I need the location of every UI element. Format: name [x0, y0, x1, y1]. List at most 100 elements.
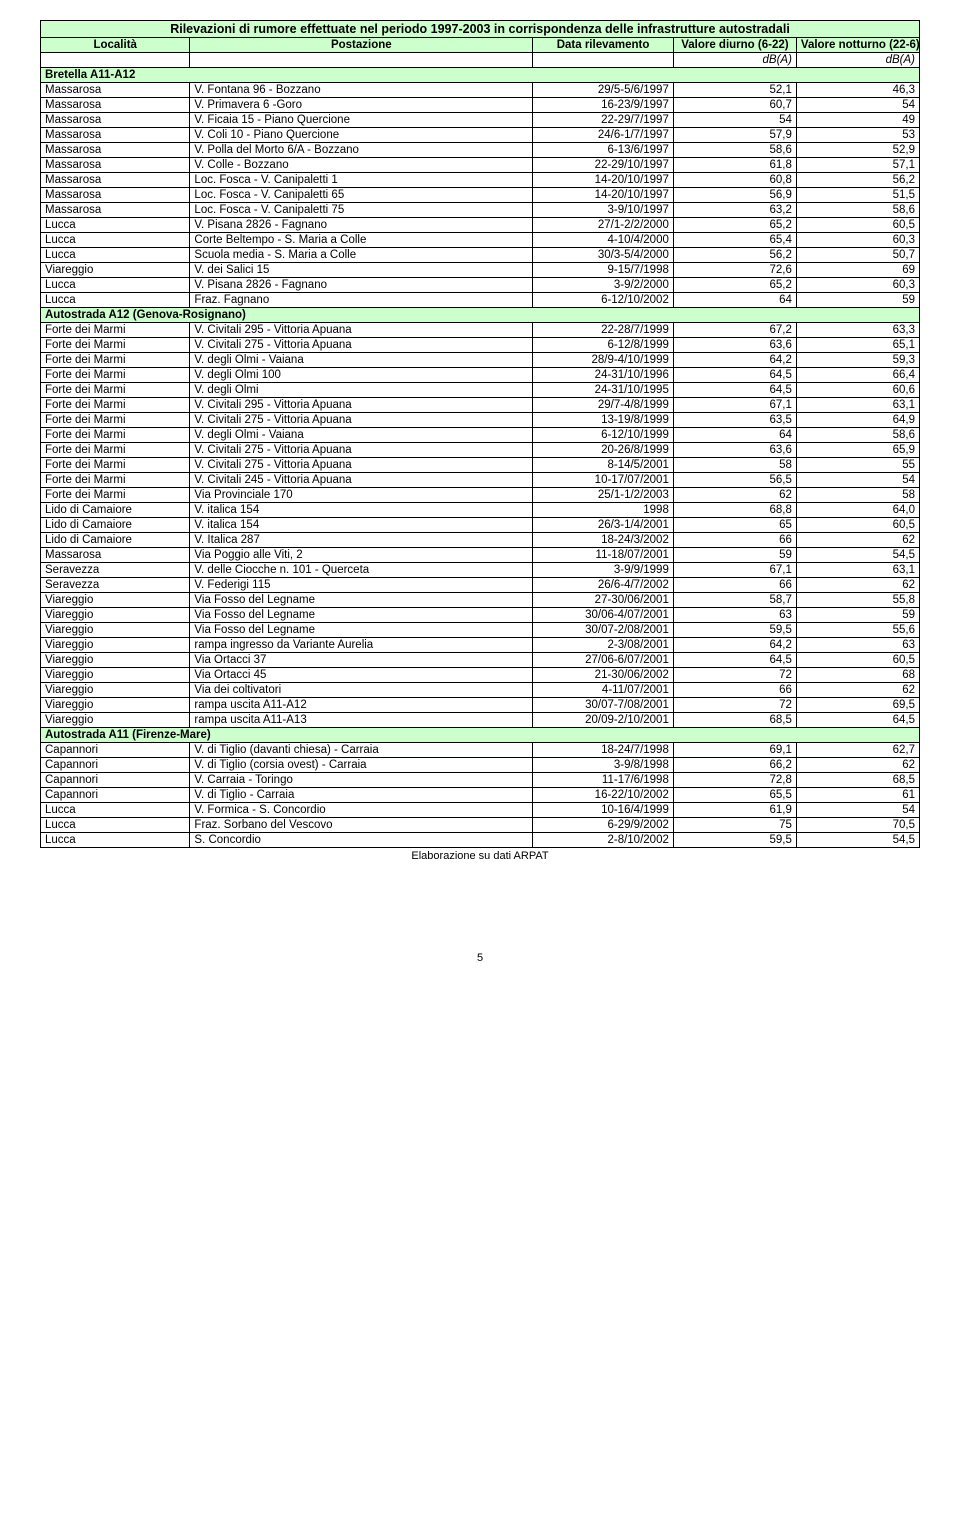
table-cell: 6-29/9/2002 — [533, 818, 674, 833]
table-cell: 63 — [796, 638, 919, 653]
table-cell: Viareggio — [41, 683, 190, 698]
table-header-row: Località Postazione Data rilevamento Val… — [41, 38, 920, 53]
table-row: Forte dei MarmiV. degli Olmi - Vaiana6-1… — [41, 428, 920, 443]
table-cell: 67,1 — [673, 563, 796, 578]
table-cell: 6-12/8/1999 — [533, 338, 674, 353]
table-cell: Massarosa — [41, 113, 190, 128]
table-title: Rilevazioni di rumore effettuate nel per… — [41, 21, 920, 38]
table-cell: 2-8/10/2002 — [533, 833, 674, 848]
table-cell: Capannori — [41, 743, 190, 758]
table-cell: 63 — [673, 608, 796, 623]
table-cell: 22-28/7/1999 — [533, 323, 674, 338]
table-cell: 49 — [796, 113, 919, 128]
table-cell: 58,7 — [673, 593, 796, 608]
table-row: ViareggioVia Fosso del Legname27-30/06/2… — [41, 593, 920, 608]
table-cell: Forte dei Marmi — [41, 353, 190, 368]
table-cell: 69,1 — [673, 743, 796, 758]
table-cell: 4-11/07/2001 — [533, 683, 674, 698]
table-row: MassarosaLoc. Fosca - V. Canipaletti 651… — [41, 188, 920, 203]
table-cell: 65,2 — [673, 218, 796, 233]
table-cell: Via Ortacci 37 — [190, 653, 533, 668]
table-cell: 58,6 — [796, 203, 919, 218]
table-row: Forte dei MarmiV. Civitali 295 - Vittori… — [41, 398, 920, 413]
table-cell: 6-13/6/1997 — [533, 143, 674, 158]
table-cell: Loc. Fosca - V. Canipaletti 75 — [190, 203, 533, 218]
table-cell: Massarosa — [41, 143, 190, 158]
table-cell: 20-26/8/1999 — [533, 443, 674, 458]
table-cell: V. Pisana 2826 - Fagnano — [190, 278, 533, 293]
section-name: Autostrada A11 (Firenze-Mare) — [41, 728, 920, 743]
table-cell: 3-9/10/1997 — [533, 203, 674, 218]
table-cell: 46,3 — [796, 83, 919, 98]
table-cell: 61,8 — [673, 158, 796, 173]
page-number: 5 — [40, 952, 920, 964]
table-cell: 59 — [796, 293, 919, 308]
table-row: MassarosaV. Colle - Bozzano22-29/10/1997… — [41, 158, 920, 173]
table-cell: Loc. Fosca - V. Canipaletti 65 — [190, 188, 533, 203]
footer-source: Elaborazione su dati ARPAT — [40, 850, 920, 862]
table-cell: 52,9 — [796, 143, 919, 158]
table-cell: Forte dei Marmi — [41, 473, 190, 488]
table-row: ViareggioV. dei Salici 159-15/7/199872,6… — [41, 263, 920, 278]
table-cell: Via Poggio alle Viti, 2 — [190, 548, 533, 563]
noise-table: Rilevazioni di rumore effettuate nel per… — [40, 20, 920, 848]
table-cell: 28/9-4/10/1999 — [533, 353, 674, 368]
table-cell: 27-30/06/2001 — [533, 593, 674, 608]
table-row: Forte dei MarmiVia Provinciale 17025/1-1… — [41, 488, 920, 503]
table-cell: 51,5 — [796, 188, 919, 203]
section-name: Autostrada A12 (Genova-Rosignano) — [41, 308, 920, 323]
table-cell: 60,8 — [673, 173, 796, 188]
table-cell: Viareggio — [41, 713, 190, 728]
table-cell: 66,4 — [796, 368, 919, 383]
table-cell: 57,1 — [796, 158, 919, 173]
table-cell: 8-14/5/2001 — [533, 458, 674, 473]
table-cell: 65,2 — [673, 278, 796, 293]
table-row: LuccaV. Pisana 2826 - Fagnano27/1-2/2/20… — [41, 218, 920, 233]
section-row: Autostrada A11 (Firenze-Mare) — [41, 728, 920, 743]
table-cell: 72 — [673, 668, 796, 683]
table-cell: 30/06-4/07/2001 — [533, 608, 674, 623]
table-cell: 11-17/6/1998 — [533, 773, 674, 788]
table-cell: Fraz. Sorbano del Vescovo — [190, 818, 533, 833]
table-cell: 13-19/8/1999 — [533, 413, 674, 428]
table-cell: 55,8 — [796, 593, 919, 608]
table-cell: 56,2 — [796, 173, 919, 188]
table-cell: 66 — [673, 683, 796, 698]
table-cell: Massarosa — [41, 83, 190, 98]
table-cell: 64,2 — [673, 353, 796, 368]
table-cell: V. Carraia - Toringo — [190, 773, 533, 788]
table-cell: Viareggio — [41, 668, 190, 683]
table-cell: V. di Tiglio (davanti chiesa) - Carraia — [190, 743, 533, 758]
table-row: LuccaScuola media - S. Maria a Colle30/3… — [41, 248, 920, 263]
table-row: Forte dei MarmiV. degli Olmi24-31/10/199… — [41, 383, 920, 398]
table-row: Viareggiorampa uscita A11-A1320/09-2/10/… — [41, 713, 920, 728]
table-cell: 3-9/9/1999 — [533, 563, 674, 578]
table-cell: 54,5 — [796, 833, 919, 848]
table-cell: 64,5 — [673, 653, 796, 668]
table-cell: 75 — [673, 818, 796, 833]
table-cell: 56,5 — [673, 473, 796, 488]
table-cell: Viareggio — [41, 698, 190, 713]
table-cell: 29/5-5/6/1997 — [533, 83, 674, 98]
table-cell: V. Primavera 6 -Goro — [190, 98, 533, 113]
table-cell: 20/09-2/10/2001 — [533, 713, 674, 728]
table-cell: 16-23/9/1997 — [533, 98, 674, 113]
table-cell: 63,5 — [673, 413, 796, 428]
table-row: LuccaFraz. Sorbano del Vescovo6-29/9/200… — [41, 818, 920, 833]
table-cell: Via Fosso del Legname — [190, 623, 533, 638]
table-row: Forte dei MarmiV. Civitali 275 - Vittori… — [41, 443, 920, 458]
table-cell: V. Civitali 275 - Vittoria Apuana — [190, 443, 533, 458]
table-cell: Via Fosso del Legname — [190, 593, 533, 608]
table-cell: 61,9 — [673, 803, 796, 818]
table-row: MassarosaV. Fontana 96 - Bozzano29/5-5/6… — [41, 83, 920, 98]
table-cell: Viareggio — [41, 653, 190, 668]
table-cell: 58 — [673, 458, 796, 473]
table-cell: 24-31/10/1996 — [533, 368, 674, 383]
table-cell: 1998 — [533, 503, 674, 518]
table-cell: 27/1-2/2/2000 — [533, 218, 674, 233]
table-cell: 60,5 — [796, 518, 919, 533]
table-cell: 3-9/8/1998 — [533, 758, 674, 773]
table-cell: 54 — [673, 113, 796, 128]
table-cell: 6-12/10/2002 — [533, 293, 674, 308]
table-cell: 14-20/10/1997 — [533, 188, 674, 203]
